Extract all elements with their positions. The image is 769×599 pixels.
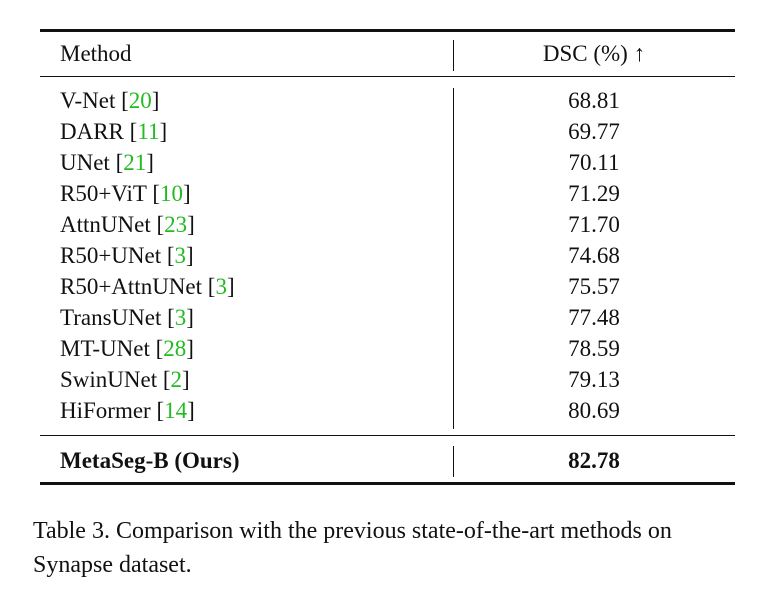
dsc-cell: 82.78 <box>568 448 620 473</box>
header-cell: DSC (%) ↑ <box>542 41 646 66</box>
dsc-cell: 77.48 <box>568 305 620 330</box>
method-cell: AttnUNet [23] <box>60 212 195 237</box>
reference-link[interactable]: 23 <box>164 212 188 237</box>
method-cell: TransUNet [3] <box>60 305 194 330</box>
reference-link[interactable]: 28 <box>163 336 187 361</box>
method-cell: HiFormer [14] <box>60 398 195 423</box>
reference-link[interactable]: 2 <box>170 367 183 392</box>
dsc-cell: 71.29 <box>568 181 620 206</box>
method-cell: V-Net [20] <box>60 88 160 113</box>
reference-link[interactable]: 3 <box>174 243 187 268</box>
dsc-cell: 75.57 <box>568 274 620 299</box>
dsc-cell: 69.77 <box>568 119 620 144</box>
header-rule <box>40 76 735 78</box>
column-divider <box>453 446 455 477</box>
column-divider <box>453 40 455 71</box>
method-cell: SwinUNet [2] <box>60 367 190 392</box>
reference-link[interactable]: 10 <box>159 181 183 206</box>
header-cell: Method <box>60 41 132 66</box>
dsc-cell: 79.13 <box>568 367 620 392</box>
dsc-cell: 70.11 <box>568 150 620 175</box>
dsc-cell: 78.59 <box>568 336 620 361</box>
method-cell: R50+AttnUNet [3] <box>60 274 235 299</box>
dsc-cell: 74.68 <box>568 243 620 268</box>
reference-link[interactable]: 3 <box>215 274 227 299</box>
mid-rule <box>40 435 735 437</box>
reference-link[interactable]: 14 <box>164 398 188 423</box>
method-cell: MT-UNet [28] <box>60 336 194 361</box>
method-cell: MetaSeg-B (Ours) <box>60 448 240 473</box>
method-cell: DARR [11] <box>60 119 168 144</box>
reference-link[interactable]: 21 <box>123 150 147 175</box>
method-cell: UNet [21] <box>60 150 154 175</box>
dsc-cell: 71.70 <box>568 212 620 237</box>
reference-link[interactable]: 20 <box>128 88 152 113</box>
dsc-cell: 80.69 <box>568 398 620 423</box>
caption: Table 3. Comparison with the previous st… <box>33 518 672 578</box>
reference-link[interactable]: 11 <box>137 119 160 144</box>
reference-link[interactable]: 3 <box>174 305 187 330</box>
method-cell: R50+ViT [10] <box>60 181 191 206</box>
dsc-cell: 68.81 <box>568 88 620 113</box>
top-rule <box>40 29 735 32</box>
method-cell: R50+UNet [3] <box>60 243 194 268</box>
column-divider <box>453 88 455 429</box>
bottom-rule <box>40 482 735 485</box>
